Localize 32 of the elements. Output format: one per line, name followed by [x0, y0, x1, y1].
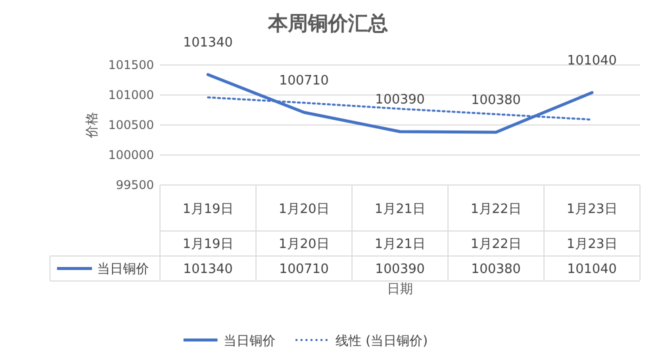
text: 100390 [375, 92, 425, 108]
y-tick-label: 100500 [108, 118, 154, 132]
y-axis-title: 价格 [85, 112, 100, 139]
text: 当日铜价 [224, 334, 276, 349]
y-tick-label: 101500 [108, 58, 154, 72]
line-series [206, 73, 594, 134]
chart-title: 本周铜价汇总 [267, 11, 388, 35]
text: 100710 [279, 73, 329, 88]
x-tick-label: 1月21日 [374, 202, 426, 217]
data-label: 100390 [375, 262, 425, 277]
category-label: 1月19日 [182, 237, 234, 252]
x-tick-label: 1月20日 [278, 202, 330, 217]
x-tick-label: 1月23日 [566, 202, 618, 217]
x-axis-title: 日期 [387, 282, 413, 297]
text: 100380 [471, 93, 521, 108]
y-tick-label: 101000 [108, 88, 154, 102]
category-label: 1月21日 [374, 237, 426, 252]
text: 101340 [183, 36, 233, 51]
data-label: 100380 [471, 262, 521, 277]
category-label: 1月22日 [470, 237, 522, 252]
category-label: 1月20日 [278, 237, 330, 252]
data-label: 100710 [279, 262, 329, 277]
text: 101040 [567, 54, 617, 69]
x-tick-label: 1月22日 [470, 202, 522, 217]
data-label: 101340 [183, 262, 233, 277]
category-label: 1月23日 [566, 237, 618, 252]
y-tick-label: 100000 [108, 148, 154, 162]
x-tick-label: 1月19日 [182, 202, 234, 217]
legend-label: 线性 (当日铜价) [336, 334, 428, 349]
y-tick-label: 99500 [116, 178, 154, 192]
legend-label: 当日铜价 [97, 262, 149, 277]
data-label: 101040 [567, 262, 617, 277]
